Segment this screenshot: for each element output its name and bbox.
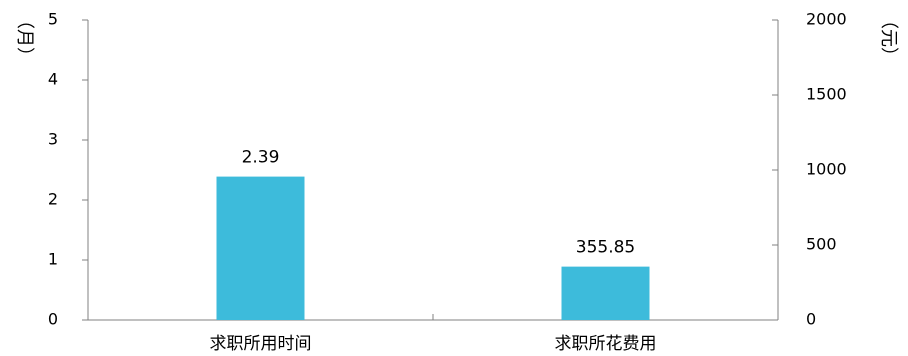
- bar: [561, 266, 650, 320]
- left-tick-label: 0: [48, 310, 58, 329]
- left-axis-unit: （月）: [14, 11, 35, 65]
- left-tick-label: 1: [48, 250, 58, 269]
- left-y-ticks: 0 1 2 3 4 5: [48, 10, 88, 329]
- x-category-label: 求职所花费用: [555, 334, 657, 354]
- x-category-label: 求职所用时间: [210, 334, 312, 354]
- left-tick-label: 3: [48, 130, 58, 149]
- x-category-labels: 求职所用时间 求职所花费用: [210, 334, 657, 354]
- right-y-ticks: 0 500 1000 1500 2000: [772, 10, 847, 329]
- right-tick-label: 1500: [806, 85, 847, 104]
- right-tick-label: 0: [806, 310, 816, 329]
- right-tick-label: 2000: [806, 10, 847, 29]
- bar-data-label: 2.39: [242, 148, 280, 168]
- data-labels: 2.39 355.85: [242, 148, 636, 258]
- left-tick-label: 5: [48, 10, 58, 29]
- left-tick-label: 2: [48, 190, 58, 209]
- left-tick-label: 4: [48, 70, 58, 89]
- bar-data-label: 355.85: [576, 238, 635, 258]
- right-tick-label: 1000: [806, 160, 847, 179]
- right-axis-unit: （元）: [878, 11, 899, 65]
- right-tick-label: 500: [806, 235, 837, 254]
- bar: [216, 176, 305, 320]
- bars: [216, 176, 650, 320]
